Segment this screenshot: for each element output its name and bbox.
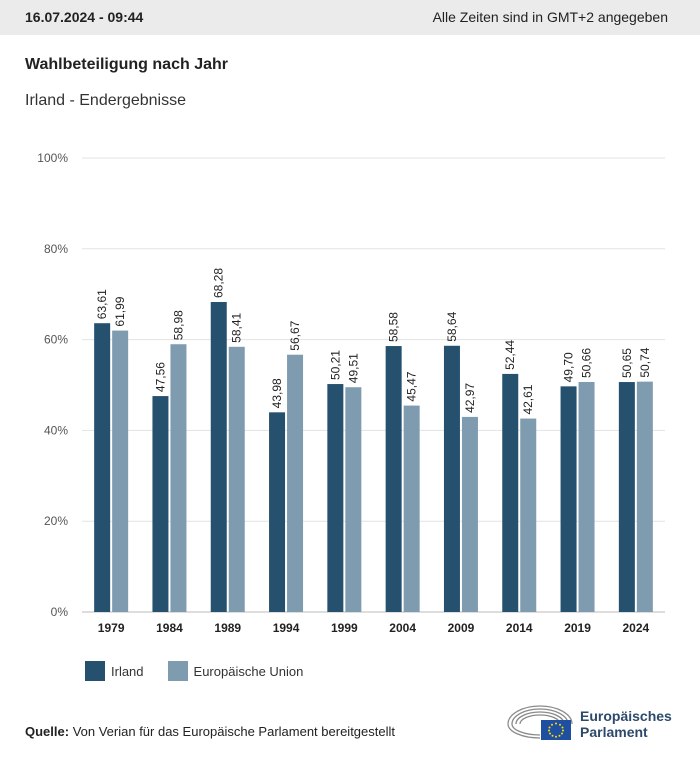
data-label: 50,66: [580, 348, 594, 378]
y-tick-label: 20%: [44, 514, 68, 528]
data-label: 50,65: [620, 348, 634, 378]
data-label: 58,64: [445, 311, 459, 341]
data-label: 47,56: [153, 362, 167, 392]
data-label: 45,47: [405, 371, 419, 401]
x-tick-label: 1984: [156, 621, 183, 635]
bar-eu: [112, 330, 129, 612]
y-tick-label: 0%: [51, 605, 69, 619]
data-label: 50,21: [328, 350, 342, 380]
top-bar: 16.07.2024 - 09:44 Alle Zeiten sind in G…: [0, 0, 700, 35]
bar-irland: [327, 384, 344, 612]
data-label: 63,61: [95, 289, 109, 319]
bar-irland: [210, 302, 227, 612]
bar-eu: [345, 387, 362, 612]
bar-irland: [560, 386, 577, 612]
legend-label-eu: Europäische Union: [193, 663, 304, 679]
legend-item-irland: Irland: [85, 661, 144, 681]
x-tick-label: 1999: [331, 621, 358, 635]
x-tick-label: 2004: [389, 621, 416, 635]
data-label: 43,98: [270, 378, 284, 408]
chart-title: Wahlbeteiligung nach Jahr: [25, 56, 228, 73]
y-tick-label: 40%: [44, 423, 68, 437]
x-tick-label: 2024: [622, 621, 649, 635]
timezone-note: Alle Zeiten sind in GMT+2 angegeben: [432, 9, 668, 25]
bar-irland: [618, 382, 635, 612]
x-tick-label: 1994: [273, 621, 300, 635]
chart-legend: Irland Europäische Union: [85, 661, 327, 681]
source-text: Von Verian für das Europäische Parlament…: [69, 724, 395, 739]
data-label: 52,44: [503, 340, 517, 370]
x-tick-label: 1989: [214, 621, 241, 635]
data-label: 58,98: [171, 310, 185, 340]
x-tick-label: 2009: [448, 621, 475, 635]
bar-eu: [403, 405, 420, 612]
bar-chart: 0% 20% 40% 60% 80% 100% 63,61 61,99 1979 47,56 58,…: [37, 151, 665, 635]
data-label: 58,58: [387, 312, 401, 342]
legend-swatch-eu: [167, 661, 188, 681]
bar-eu: [170, 344, 187, 612]
logo-line-2: Parlament: [580, 724, 648, 740]
timestamp: 16.07.2024 - 09:44: [25, 9, 144, 25]
source-prefix: Quelle:: [25, 724, 70, 739]
y-tick-label: 60%: [44, 333, 68, 347]
y-tick-label: 80%: [44, 242, 68, 256]
bar-eu: [461, 416, 478, 612]
bar-eu: [578, 382, 595, 612]
bar-irland: [152, 396, 169, 612]
bar-irland: [385, 346, 402, 612]
data-label: 61,99: [113, 296, 127, 326]
y-tick-label: 100%: [37, 151, 68, 165]
bar-eu: [228, 346, 245, 612]
chart-subtitle: Irland - Endergebnisse: [25, 92, 186, 109]
data-label: 50,74: [638, 347, 652, 377]
data-label: 68,28: [212, 268, 226, 298]
x-tick-label: 1979: [98, 621, 125, 635]
x-tick-label: 2019: [564, 621, 591, 635]
bar-irland: [443, 345, 460, 612]
data-label: 56,67: [288, 320, 302, 350]
data-label: 49,51: [346, 353, 360, 383]
bar-irland: [94, 323, 111, 612]
legend-swatch-irland: [85, 661, 105, 681]
legend-item-eu: Europäische Union: [167, 661, 304, 681]
logo-line-1: Europäisches: [580, 708, 672, 724]
logo-text: Europäisches Parlament: [580, 708, 672, 740]
data-label: 58,41: [230, 312, 244, 342]
legend-label-irland: Irland: [111, 663, 144, 679]
bar-eu: [636, 381, 653, 612]
bar-irland: [269, 412, 286, 612]
european-parliament-logo: Europäisches Parlament: [505, 702, 680, 742]
data-label: 42,61: [521, 384, 535, 414]
source-note: Quelle: Von Verian für das Europäische P…: [25, 724, 395, 739]
bar-eu: [520, 418, 537, 612]
x-tick-label: 2014: [506, 621, 533, 635]
data-label: 42,97: [463, 383, 477, 413]
bar-eu: [287, 354, 304, 612]
bar-irland: [502, 373, 519, 612]
data-label: 49,70: [562, 352, 576, 382]
parliament-hemicycle-icon: [507, 705, 573, 740]
